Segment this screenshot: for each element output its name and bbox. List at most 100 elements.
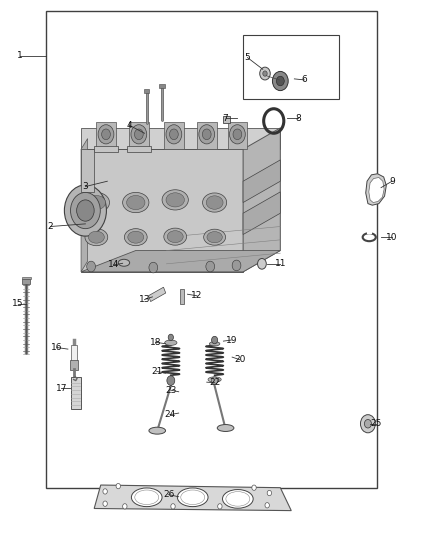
Polygon shape [81, 251, 280, 272]
Circle shape [170, 129, 178, 140]
Text: 12: 12 [191, 292, 203, 300]
Bar [46, 11, 377, 488]
Circle shape [212, 336, 218, 344]
Text: 14: 14 [108, 261, 120, 269]
Circle shape [171, 504, 175, 509]
Text: 9: 9 [389, 177, 395, 185]
Ellipse shape [208, 377, 221, 382]
Circle shape [212, 377, 218, 384]
Text: 23: 23 [165, 386, 177, 394]
Ellipse shape [164, 228, 187, 245]
Circle shape [199, 125, 215, 144]
Ellipse shape [204, 229, 226, 245]
Ellipse shape [85, 229, 108, 246]
Ellipse shape [88, 231, 104, 243]
Text: 15: 15 [12, 300, 23, 308]
Ellipse shape [83, 192, 110, 213]
Bar [22, 277, 31, 279]
Ellipse shape [166, 193, 184, 207]
Circle shape [267, 490, 272, 496]
Ellipse shape [167, 231, 183, 243]
Text: 25: 25 [370, 419, 381, 428]
Ellipse shape [118, 260, 130, 266]
Ellipse shape [162, 190, 188, 210]
Circle shape [265, 503, 269, 508]
Bar [71, 377, 81, 409]
Circle shape [258, 259, 266, 269]
Polygon shape [366, 174, 386, 205]
Polygon shape [243, 192, 280, 235]
Bar [197, 122, 217, 149]
Bar [22, 279, 30, 284]
Circle shape [263, 71, 267, 76]
Circle shape [166, 125, 182, 144]
Bar [228, 122, 247, 149]
Ellipse shape [209, 342, 220, 346]
Circle shape [131, 125, 147, 144]
Bar [180, 289, 184, 304]
Bar [223, 116, 230, 123]
Text: 16: 16 [51, 343, 63, 352]
Text: 20: 20 [234, 356, 246, 364]
Circle shape [233, 129, 242, 140]
Text: 10: 10 [386, 233, 398, 241]
Circle shape [134, 129, 143, 140]
Ellipse shape [223, 489, 253, 508]
Text: 17: 17 [56, 384, 67, 392]
Bar [243, 35, 339, 99]
Ellipse shape [124, 229, 147, 246]
Circle shape [71, 192, 100, 229]
Polygon shape [81, 149, 243, 272]
Circle shape [206, 261, 215, 272]
Circle shape [98, 125, 114, 144]
Polygon shape [81, 149, 94, 192]
Ellipse shape [127, 196, 145, 209]
Text: 11: 11 [275, 260, 286, 268]
Bar [129, 122, 149, 149]
Circle shape [272, 71, 288, 91]
Circle shape [77, 200, 94, 221]
Circle shape [103, 501, 107, 506]
Circle shape [116, 483, 120, 489]
Ellipse shape [217, 424, 234, 432]
Circle shape [103, 489, 107, 494]
Ellipse shape [131, 488, 162, 506]
Ellipse shape [128, 231, 144, 243]
Circle shape [260, 67, 270, 80]
Circle shape [276, 76, 284, 86]
Ellipse shape [206, 196, 223, 209]
Text: 7: 7 [223, 114, 229, 123]
Circle shape [252, 485, 256, 490]
Text: 1: 1 [17, 52, 23, 60]
Polygon shape [243, 160, 280, 203]
Circle shape [218, 504, 222, 509]
Text: 22: 22 [209, 378, 220, 387]
Text: 21: 21 [151, 367, 162, 376]
Circle shape [87, 261, 95, 272]
Bar [96, 122, 116, 149]
Polygon shape [81, 128, 280, 149]
Bar [70, 360, 78, 370]
Text: 18: 18 [150, 338, 161, 346]
Text: 13: 13 [139, 295, 150, 304]
Text: 24: 24 [164, 410, 176, 419]
Circle shape [230, 125, 245, 144]
Text: 2: 2 [48, 222, 53, 231]
Text: 6: 6 [301, 76, 307, 84]
Polygon shape [81, 139, 88, 272]
Bar [148, 287, 166, 302]
Circle shape [123, 504, 127, 509]
Bar [144, 89, 149, 93]
Ellipse shape [87, 196, 106, 209]
Ellipse shape [149, 427, 166, 434]
Circle shape [102, 129, 110, 140]
Circle shape [167, 376, 175, 385]
Bar [71, 345, 77, 361]
Circle shape [364, 419, 371, 428]
Text: 4: 4 [127, 121, 132, 130]
Bar [127, 146, 151, 152]
Text: 8: 8 [295, 114, 301, 123]
Text: 5: 5 [244, 53, 251, 62]
Circle shape [168, 334, 173, 341]
Ellipse shape [123, 192, 149, 213]
